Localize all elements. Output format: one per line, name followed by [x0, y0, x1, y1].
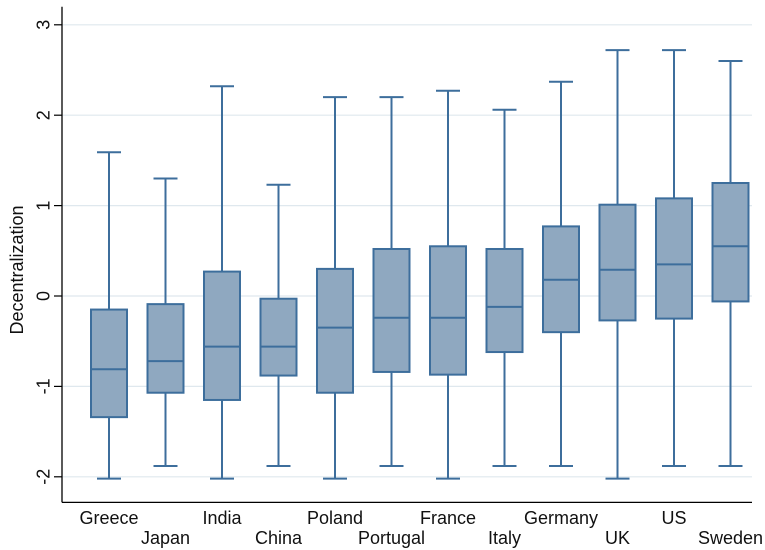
box-poland	[316, 96, 354, 480]
category-label-china: China	[255, 528, 303, 548]
box-iqr	[485, 247, 524, 354]
box-india	[203, 85, 241, 480]
y-tick-label: 1	[33, 201, 53, 211]
category-label-india: India	[202, 508, 242, 528]
category-label-france: France	[420, 508, 476, 528]
box-italy	[485, 108, 524, 467]
box-us	[655, 49, 693, 467]
box-iqr	[146, 303, 185, 394]
box-greece	[90, 151, 128, 480]
category-label-japan: Japan	[141, 528, 190, 548]
box-france	[429, 89, 467, 480]
category-label-uk: UK	[605, 528, 630, 548]
axes: -2 -1 0 1 2 3	[33, 6, 752, 504]
box-china	[259, 183, 298, 467]
category-label-germany: Germany	[524, 508, 598, 528]
box-germany	[542, 80, 580, 467]
y-tick-label: -1	[33, 378, 53, 394]
y-axis-title: Decentralization	[7, 205, 27, 334]
box-portugal	[372, 96, 411, 467]
box-sweden	[711, 59, 750, 467]
y-tick-label: 0	[33, 291, 53, 301]
y-tick-label: 2	[33, 110, 53, 120]
category-label-us: US	[661, 508, 686, 528]
box-iqr	[372, 247, 411, 373]
box-iqr	[711, 182, 750, 303]
box-iqr	[655, 197, 693, 320]
category-label-portugal: Portugal	[358, 528, 425, 548]
box-iqr	[598, 203, 637, 322]
box-iqr	[429, 245, 467, 376]
category-label-sweden: Sweden	[698, 528, 763, 548]
box-iqr	[90, 308, 128, 419]
y-tick-label: 3	[33, 20, 53, 30]
category-label-poland: Poland	[307, 508, 363, 528]
box-series	[90, 49, 750, 480]
box-iqr	[259, 297, 298, 377]
y-tick-label: -2	[33, 469, 53, 485]
box-iqr	[203, 270, 241, 401]
box-japan	[146, 177, 185, 467]
category-label-italy: Italy	[488, 528, 521, 548]
box-uk	[598, 49, 637, 480]
box-iqr	[316, 267, 354, 394]
category-label-greece: Greece	[79, 508, 138, 528]
